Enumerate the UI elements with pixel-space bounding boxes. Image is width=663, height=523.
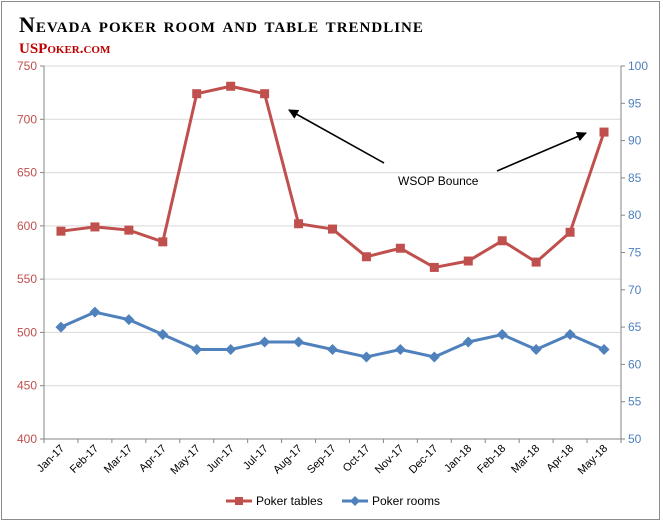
brand-logo-text: USPoker.com <box>19 41 111 57</box>
y-left-tick-label: 750 <box>17 59 37 73</box>
data-point-rooms <box>394 343 406 355</box>
y-left-tick-label: 600 <box>17 219 37 233</box>
x-tick-label: Aug-17 <box>271 443 305 477</box>
legend-label-rooms: Poker rooms <box>372 494 440 508</box>
x-tick-label: Mar-18 <box>509 443 542 476</box>
x-tick-label: Feb-17 <box>68 443 101 476</box>
y-left-tick-label: 450 <box>17 379 37 393</box>
series <box>55 81 610 363</box>
data-point-rooms <box>259 336 271 348</box>
data-point-tables <box>497 236 507 246</box>
data-point-rooms <box>598 343 610 355</box>
legend-item-poker-rooms: Poker rooms <box>342 494 440 508</box>
y-right-tick-label: 75 <box>628 246 642 260</box>
x-tick-label: Jan-18 <box>442 443 474 475</box>
y-right-tick-label: 85 <box>628 171 642 185</box>
data-point-tables <box>565 227 575 237</box>
data-point-tables <box>599 127 609 137</box>
x-tick-label: Jul-17 <box>241 443 271 473</box>
y-right-tick-label: 50 <box>628 432 642 446</box>
legend-label-tables: Poker tables <box>256 494 323 508</box>
y-left-tick-label: 400 <box>17 432 37 446</box>
data-point-rooms <box>293 336 305 348</box>
legend-swatch-rooms-marker <box>350 496 360 506</box>
x-tick-label: May-17 <box>168 443 202 477</box>
x-tick-label: Nov-17 <box>373 443 407 477</box>
legend-swatch-tables-marker <box>235 497 243 505</box>
x-tick-label: Apr-17 <box>137 443 169 475</box>
y-right-tick-label: 70 <box>628 283 642 297</box>
data-point-tables <box>429 262 439 272</box>
legend-item-poker-tables: Poker tables <box>226 494 323 508</box>
y-right-tick-label: 65 <box>628 320 642 334</box>
data-point-rooms <box>462 336 474 348</box>
gridlines <box>44 65 621 440</box>
data-point-rooms <box>225 343 237 355</box>
y-right-tick-label: 55 <box>628 395 642 409</box>
x-tick-label: Sep-17 <box>305 443 339 477</box>
series-line-poker-tables <box>60 84 606 269</box>
data-point-rooms <box>89 306 101 318</box>
data-point-tables <box>124 225 134 235</box>
y-left-tick-label: 550 <box>17 272 37 286</box>
x-tick-label: May-18 <box>576 443 610 477</box>
data-point-tables <box>531 257 541 267</box>
y-left-tick-label: 650 <box>17 166 37 180</box>
data-point-rooms <box>191 343 203 355</box>
x-tick-label: Oct-17 <box>341 443 373 475</box>
y-right-tick-label: 90 <box>628 134 642 148</box>
x-tick-label: Jun-17 <box>205 443 237 475</box>
data-point-tables <box>328 224 337 234</box>
x-tick-label: Feb-18 <box>475 443 508 476</box>
data-point-rooms <box>530 343 542 355</box>
data-point-tables <box>463 256 473 266</box>
y-right-tick-label: 100 <box>628 59 648 73</box>
data-point-tables <box>158 237 168 247</box>
x-tick-label: Dec-17 <box>407 443 441 477</box>
data-point-rooms <box>157 329 169 341</box>
data-point-rooms <box>123 314 135 326</box>
annotation-wsop-bounce: WSOP Bounce <box>398 174 479 188</box>
data-point-rooms <box>327 343 338 355</box>
data-point-tables <box>294 219 304 229</box>
annotation-arrow-right <box>496 131 587 172</box>
data-point-rooms <box>428 351 440 363</box>
data-point-rooms <box>564 329 576 341</box>
y-right-tick-label: 60 <box>628 357 642 371</box>
legend: Poker tables Poker rooms <box>226 494 440 508</box>
data-point-tables <box>361 252 371 262</box>
data-point-tables <box>226 81 236 91</box>
data-point-tables <box>56 226 66 236</box>
data-point-tables <box>90 222 100 232</box>
data-point-tables <box>260 89 270 99</box>
data-point-rooms <box>360 351 372 363</box>
x-tick-label: Jan-17 <box>35 443 67 475</box>
y-right-tick-label: 95 <box>628 96 642 110</box>
y-left-tick-label: 500 <box>17 325 37 339</box>
y-right-tick-label: 80 <box>628 208 642 222</box>
annotation-arrow-left <box>288 109 385 164</box>
annotations: WSOP Bounce <box>288 109 587 188</box>
axes: 400 450 500 550 600 650 700 750 50 55 60 65 70 75 80 85… <box>17 59 648 477</box>
data-point-rooms <box>55 321 67 333</box>
data-point-tables <box>192 89 202 99</box>
y-left-tick-label: 700 <box>17 112 37 126</box>
x-tick-label: Apr-18 <box>544 443 576 475</box>
data-point-tables <box>395 243 405 253</box>
chart-title: Nevada poker room and table trendline <box>19 12 424 37</box>
x-tick-label: Mar-17 <box>102 443 135 476</box>
data-point-rooms <box>496 329 508 341</box>
